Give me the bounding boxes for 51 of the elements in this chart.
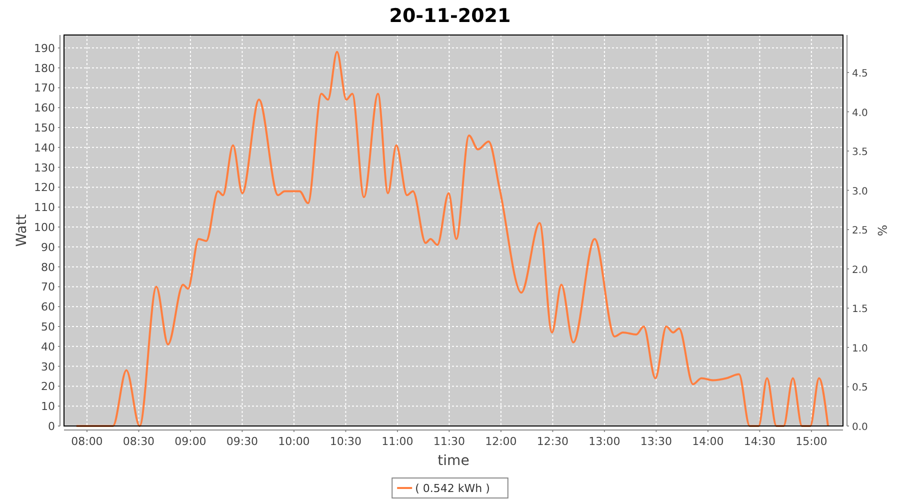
y-tick-label: 80 — [41, 260, 55, 274]
x-tick-label: 09:00 — [174, 435, 206, 448]
x-tick-label: 14:30 — [744, 435, 776, 448]
y-tick-label: 190 — [34, 42, 55, 55]
y-axis-title: Watt — [14, 214, 30, 247]
y-tick-label: 150 — [34, 122, 55, 135]
y-tick-label: 10 — [41, 400, 55, 414]
y-tick-label: 110 — [34, 201, 55, 214]
x-tick-label: 10:30 — [330, 435, 362, 448]
y-tick-label: 100 — [34, 221, 55, 234]
line-series — [75, 50, 829, 427]
x-tick-label: 08:30 — [122, 435, 155, 448]
y-tick-label: 40 — [41, 340, 55, 354]
y-tick-label: 50 — [41, 320, 55, 334]
legend-label: ( 0.542 kWh ) — [415, 482, 490, 495]
y-tick-label: 120 — [34, 181, 55, 194]
y-tick-label: 140 — [34, 141, 55, 154]
x-axis-title: time — [438, 453, 470, 469]
y2-tick-label: 3.0 — [852, 186, 868, 198]
y-tick-label: 30 — [41, 360, 55, 374]
y2-tick-label: 0.5 — [852, 382, 868, 394]
y-tick-label: 160 — [34, 102, 55, 115]
chart-title: 20-11-2021 — [389, 5, 511, 27]
y-tick-label: 70 — [41, 280, 55, 294]
y-tick-label: 20 — [41, 380, 55, 394]
x-tick-label: 12:30 — [536, 435, 569, 448]
x-tick-label: 12:00 — [485, 435, 517, 448]
x-tick-label: 13:30 — [640, 435, 672, 448]
x-tick-label: 11:00 — [382, 435, 414, 448]
x-tick-label: 11:30 — [433, 435, 466, 448]
y2-tick-label: 0.0 — [852, 422, 868, 433]
y-tick-label: 180 — [34, 62, 55, 75]
x-tick-label: 08:00 — [71, 435, 103, 448]
y-tick-label: 130 — [34, 161, 55, 174]
y2-tick-label: 1.0 — [852, 343, 868, 354]
x-tick-label: 13:00 — [588, 435, 620, 448]
y-tick-label: 0 — [48, 420, 55, 433]
y2-tick-label: 4.5 — [852, 68, 868, 80]
y2-tick-label: 3.5 — [852, 147, 868, 158]
y2-tick-label: 2.5 — [852, 226, 868, 237]
x-tick-label: 09:30 — [226, 435, 258, 448]
y-tick-label: 60 — [41, 300, 55, 314]
y2-tick-label: 1.5 — [852, 304, 868, 316]
y-tick-label: 90 — [41, 240, 55, 254]
y2-axis-title: % — [875, 224, 889, 236]
y-tick-label: 170 — [34, 82, 55, 95]
y2-tick-label: 4.0 — [852, 108, 868, 119]
y2-tick-label: 2.0 — [852, 264, 868, 276]
x-tick-label: 10:00 — [278, 435, 310, 448]
x-tick-label: 14:00 — [692, 435, 724, 448]
x-tick-label: 15:00 — [796, 435, 828, 448]
